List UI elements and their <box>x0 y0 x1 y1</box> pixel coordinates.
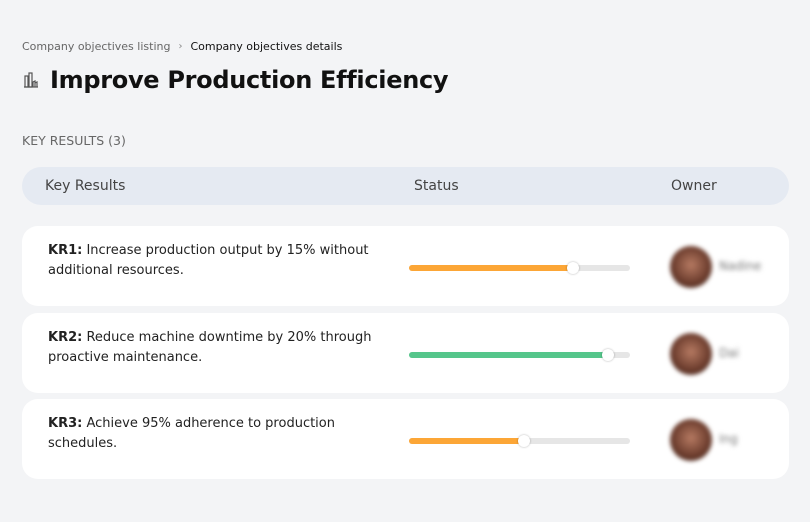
progress-slider[interactable] <box>409 435 630 447</box>
header-owner: Owner <box>671 178 717 194</box>
key-result-description: Reduce machine downtime by 20% through p… <box>48 330 372 365</box>
breadcrumb-current: Company objectives details <box>190 40 343 53</box>
progress-thumb[interactable] <box>517 435 530 447</box>
key-result-id: KR3: <box>48 416 83 431</box>
owner-name: Ing <box>719 432 738 446</box>
progress-fill <box>409 265 573 271</box>
breadcrumb: Company objectives listing › Company obj… <box>22 40 342 53</box>
progress-slider[interactable] <box>409 349 630 361</box>
progress-thumb[interactable] <box>566 262 579 274</box>
progress-slider[interactable] <box>409 262 630 274</box>
owner-avatar <box>670 419 712 461</box>
progress-fill <box>409 438 524 444</box>
owner-avatar <box>670 246 712 288</box>
breadcrumb-parent-link[interactable]: Company objectives listing <box>22 40 171 53</box>
key-result-description: Achieve 95% adherence to production sche… <box>48 416 335 451</box>
progress-fill <box>409 352 608 358</box>
factory-icon <box>24 72 38 88</box>
header-status: Status <box>414 178 459 194</box>
key-result-text: KR2: Reduce machine downtime by 20% thro… <box>48 328 378 368</box>
key-results-count: KEY RESULTS (3) <box>22 133 126 148</box>
key-result-description: Increase production output by 15% withou… <box>48 243 369 278</box>
key-result-row[interactable]: KR3: Achieve 95% adherence to production… <box>22 399 789 479</box>
owner-name: Dai <box>719 346 739 360</box>
key-result-row[interactable]: KR2: Reduce machine downtime by 20% thro… <box>22 313 789 393</box>
page-header: Improve Production Efficiency <box>22 66 449 94</box>
key-result-row[interactable]: KR1: Increase production output by 15% w… <box>22 226 789 306</box>
key-result-id: KR1: <box>48 243 83 258</box>
owner-avatar <box>670 333 712 375</box>
key-result-text: KR1: Increase production output by 15% w… <box>48 241 378 281</box>
owner-name: Nadine <box>719 259 762 273</box>
page-title: Improve Production Efficiency <box>50 66 449 94</box>
key-result-text: KR3: Achieve 95% adherence to production… <box>48 414 378 454</box>
chevron-right-icon: › <box>178 41 183 52</box>
key-result-id: KR2: <box>48 330 83 345</box>
table-header: Key Results Status Owner <box>22 167 789 205</box>
header-key-results: Key Results <box>45 178 126 194</box>
progress-thumb[interactable] <box>601 349 614 361</box>
